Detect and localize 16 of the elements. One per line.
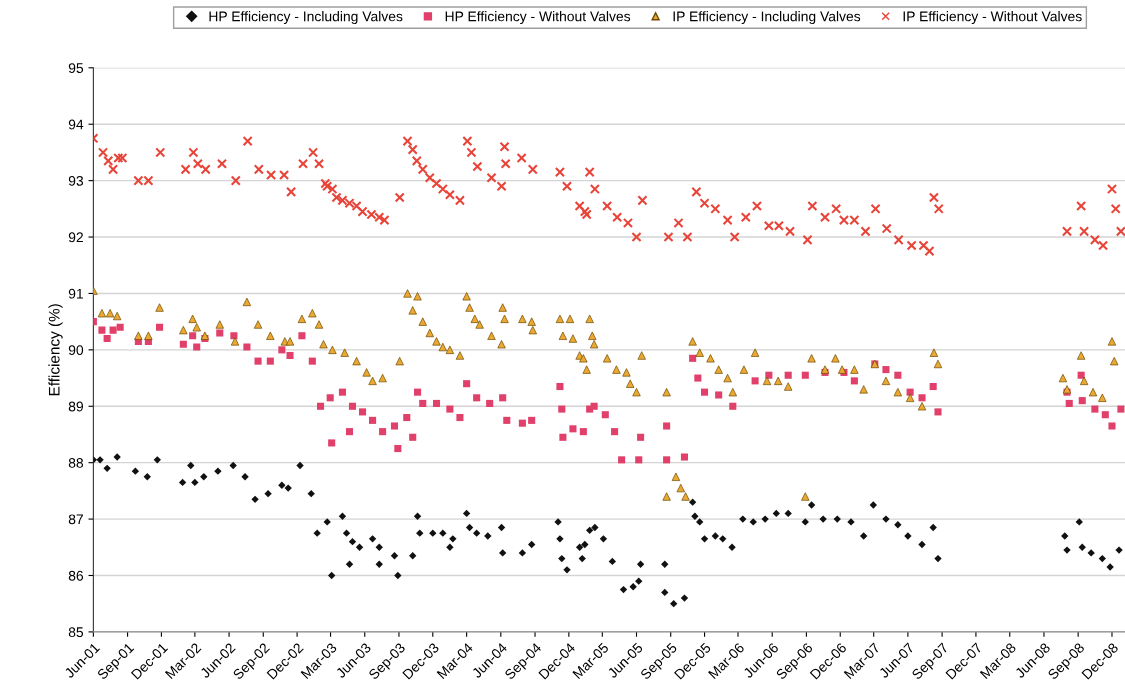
- y-tick-label: 89: [68, 401, 83, 412]
- legend-label: IP Efficiency - Including Valves: [673, 11, 861, 25]
- legend-label: HP Efficiency - Without Valves: [445, 11, 631, 25]
- y-tick-label: 88: [68, 458, 84, 468]
- y-tick-label: 95: [68, 63, 84, 73]
- y-tick-label: 94: [68, 119, 84, 130]
- y-tick-label: 92: [68, 232, 83, 243]
- y-tick-label: 86: [68, 570, 84, 581]
- y-tick-label: 87: [68, 514, 83, 525]
- y-tick-label: 91: [68, 288, 83, 299]
- y-tick-label: 85: [68, 627, 84, 638]
- y-axis-title: Efficiency (%): [48, 304, 63, 396]
- y-tick-label: 93: [68, 175, 84, 186]
- legend-label: IP Efficiency - Without Valves: [903, 11, 1082, 25]
- y-tick-label: 90: [68, 345, 84, 356]
- legend-label: HP Efficiency - Including Valves: [209, 11, 403, 25]
